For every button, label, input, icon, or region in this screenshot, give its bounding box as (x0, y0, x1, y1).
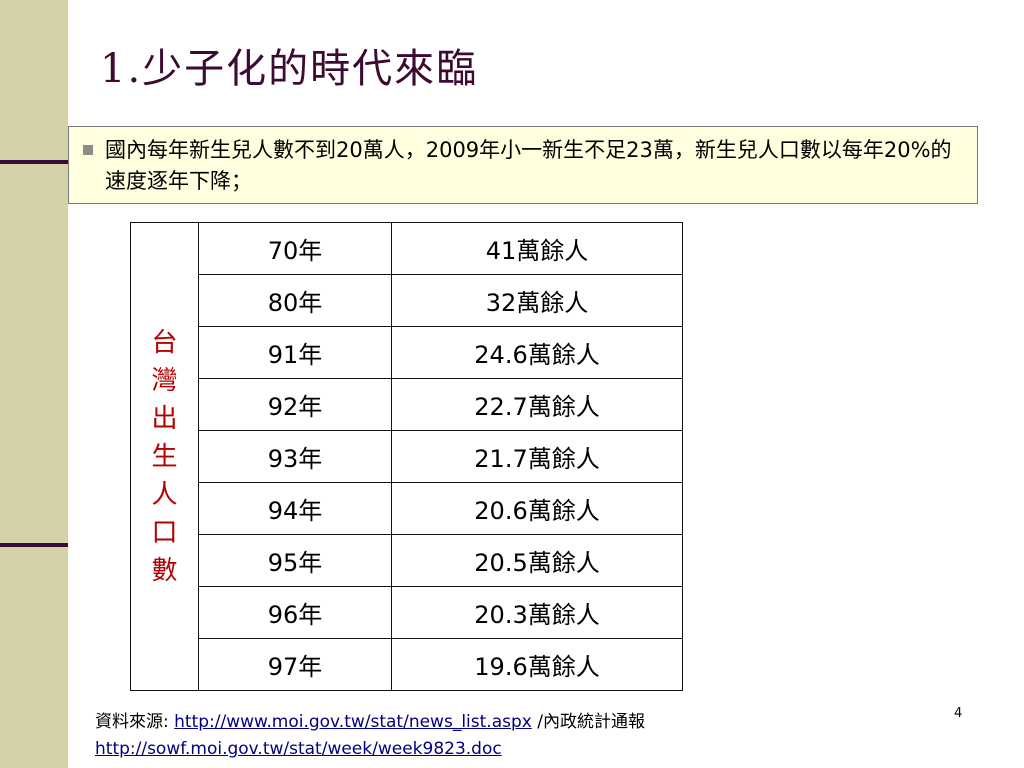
source-link-moi[interactable]: http://www.moi.gov.tw/stat/news_list.asp… (174, 712, 532, 732)
side-decoration-band (0, 0, 68, 768)
bullet-text: 國內每年新生兒人數不到20萬人，2009年小一新生不足23萬，新生兒人口數以每年… (105, 138, 952, 193)
table-row: 台灣出生人口數 70年 41萬餘人 (130, 222, 683, 691)
top-decoration-rule (0, 160, 68, 164)
bullet-box: 國內每年新生兒人數不到20萬人，2009年小一新生不足23萬，新生兒人口數以每年… (68, 126, 978, 204)
table-row: 91年 24.6萬餘人 (131, 326, 683, 379)
birth-count-cell: 20.6萬餘人 (391, 482, 683, 535)
year-cell: 96年 (198, 586, 392, 639)
year-cell: 70年 (198, 222, 392, 275)
table-row: 95年 20.5萬餘人 (131, 534, 683, 587)
birth-count-cell: 22.7萬餘人 (391, 378, 683, 431)
birth-count-cell: 20.5萬餘人 (391, 534, 683, 587)
year-cell: 91年 (198, 326, 392, 379)
year-cell: 95年 (198, 534, 392, 587)
bottom-decoration-rule (0, 543, 68, 547)
square-bullet-icon (83, 145, 93, 155)
birth-count-cell: 21.7萬餘人 (391, 430, 683, 483)
birth-count-cell: 19.6萬餘人 (391, 638, 683, 691)
birth-count-cell: 41萬餘人 (391, 222, 683, 275)
year-cell: 92年 (198, 378, 392, 431)
page-number: 4 (954, 706, 963, 721)
year-cell: 93年 (198, 430, 392, 483)
birth-count-cell: 20.3萬餘人 (391, 586, 683, 639)
table-row: 80年 32萬餘人 (131, 274, 683, 327)
source-link-sowf[interactable]: http://sowf.moi.gov.tw/stat/week/week982… (95, 739, 502, 759)
table-row: 93年 21.7萬餘人 (131, 430, 683, 483)
year-cell: 97年 (198, 638, 392, 691)
table-label-cell: 台灣出生人口數 (130, 222, 199, 691)
birth-count-cell: 32萬餘人 (391, 274, 683, 327)
source-label: 資料來源: (95, 712, 175, 732)
year-cell: 94年 (198, 482, 392, 535)
table-row: 92年 22.7萬餘人 (131, 378, 683, 431)
table-label: 台灣出生人口數 (151, 327, 178, 586)
table-row: 97年 19.6萬餘人 (131, 638, 683, 691)
birth-population-table: 台灣出生人口數 70年 41萬餘人 80年 32萬餘人 91年 24.6萬餘人 92年 22.7… (130, 222, 683, 691)
year-cell: 80年 (198, 274, 392, 327)
birth-count-cell: 24.6萬餘人 (391, 326, 683, 379)
table-row: 94年 20.6萬餘人 (131, 482, 683, 535)
table-row: 96年 20.3萬餘人 (131, 586, 683, 639)
source-suffix: /內政統計通報 (531, 712, 645, 732)
source-note: 資料來源: http://www.moi.gov.tw/stat/news_li… (95, 709, 645, 763)
slide-title: 1.少子化的時代來臨 (100, 46, 479, 92)
